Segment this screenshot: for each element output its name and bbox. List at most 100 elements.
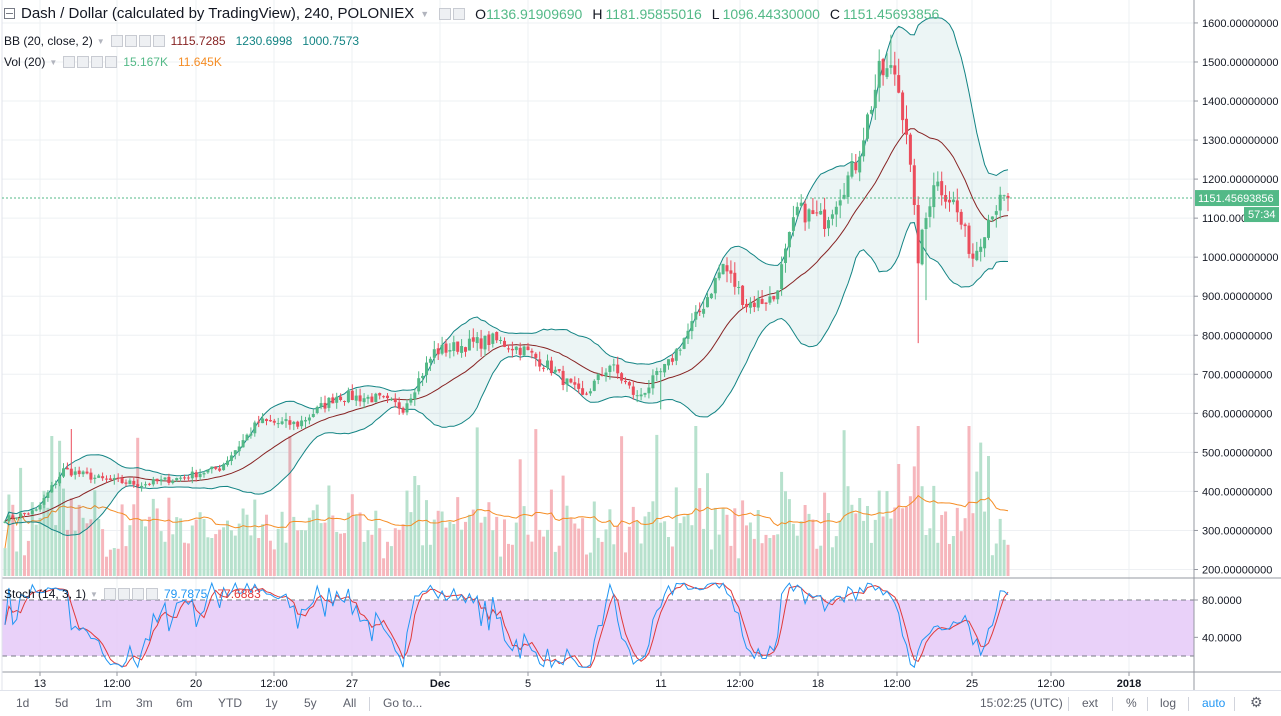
chart-canvas[interactable]: 1600.00000000 1500.00000000 1400.00000000 1… [0,0,1281,690]
volume-bar [858,498,862,576]
close-icon[interactable] [105,56,118,68]
vol-actions[interactable] [63,56,118,68]
stoch-label[interactable]: Stoch (14, 3, 1) [4,587,87,601]
volume-bar [198,512,202,576]
candle-body [120,477,124,483]
candle-body [565,378,569,385]
ohlc-high-value: 1181.95855016 [605,5,702,22]
candle-body [253,422,257,434]
candle-body [116,477,120,479]
volume-bar [565,505,569,576]
volume-bar [452,524,456,576]
volume-bar [167,497,171,576]
volume-bar [588,552,592,576]
bb-label[interactable]: BB (20, close, 2) [4,34,93,48]
candle-body [932,185,936,208]
chevron-down-icon[interactable]: ▼ [49,57,58,67]
candle-body [237,446,241,452]
volume-bar [940,515,944,576]
volume-bar [768,538,772,576]
range-1d-button[interactable]: 1d [16,696,30,710]
vol-legend: Vol (20) ▼ 15.167K 11.645K [4,55,232,69]
candle-body [737,287,741,288]
bb-actions[interactable] [110,35,165,47]
volume-bar [596,537,600,576]
volume-bar [542,536,546,576]
vol-label[interactable]: Vol (20) [4,55,46,69]
close-icon[interactable] [145,588,158,600]
gear-icon[interactable] [453,7,466,20]
candle-body [850,161,854,177]
chevron-down-icon[interactable]: ▼ [420,8,430,19]
volume-bar [592,501,596,576]
candle-body [89,472,93,480]
volume-bar [144,526,147,576]
goto-button[interactable]: Go to... [383,696,423,710]
volume-bar [366,530,370,576]
ohlc-close-value: 1151.45693856 [843,5,940,22]
volume-bar [151,498,155,576]
stoch-actions[interactable] [103,588,158,600]
time-tick-label: 12:00 [260,678,288,690]
volume-bar [253,499,257,576]
range-6m-button[interactable]: 6m [176,696,193,710]
gear-icon[interactable] [117,588,130,600]
eye-icon[interactable] [110,35,123,47]
close-icon[interactable] [152,35,165,47]
candle-body [163,477,167,480]
candle-body [538,359,542,367]
last-price-label: 1151.45693856 [1198,193,1274,205]
candle-body [155,478,159,482]
candle-body [1006,195,1010,199]
gear-icon[interactable] [77,56,90,68]
candle-body [967,225,971,254]
auto-button[interactable]: auto [1202,696,1226,710]
range-ytd-button[interactable]: YTD [218,696,242,710]
more-icon[interactable] [131,588,144,600]
more-icon[interactable] [138,35,151,47]
gear-icon[interactable]: ⚙ [1250,694,1263,710]
symbol-title[interactable]: Dash / Dollar (calculated by TradingView… [21,5,415,22]
range-1y-button[interactable]: 1y [265,696,278,710]
more-icon[interactable] [91,56,104,68]
volume-bar [331,515,335,576]
volume-bar [897,464,901,576]
stoch-tick-label: 80.0000 [1202,595,1242,607]
chevron-down-icon[interactable]: ▼ [90,589,98,599]
volume-bar [323,522,327,576]
range-5d-button[interactable]: 5d [55,696,69,710]
candle-body [994,211,998,215]
percent-button[interactable]: % [1126,696,1137,710]
volume-bar [288,436,292,576]
volume-bar [237,523,241,576]
volume-bar [487,502,491,576]
candle-body [612,364,616,366]
ext-button[interactable]: ext [1082,696,1099,710]
toolbar-divider [369,697,370,711]
volume-bar [214,534,218,576]
symbol-actions[interactable] [439,7,466,20]
range-1m-button[interactable]: 1m [95,696,112,710]
volume-bar [62,488,65,576]
settings-icon[interactable] [439,7,452,20]
candle-body [803,203,807,223]
volume-bar [905,506,908,576]
candle-body [471,337,475,342]
volume-bar [405,490,409,576]
gear-icon[interactable] [124,35,137,47]
range-3m-button[interactable]: 3m [136,696,153,710]
volume-bar [526,534,530,576]
range-all-button[interactable]: All [343,696,357,710]
log-button[interactable]: log [1160,696,1177,710]
stoch-d-value: 77.6883 [217,587,261,601]
collapse-icon[interactable] [4,8,15,19]
eye-icon[interactable] [103,588,116,600]
candle-body [916,205,920,264]
volume-bar [171,534,175,576]
chevron-down-icon[interactable]: ▼ [96,36,105,46]
volume-bar [179,518,183,576]
candle-body [624,380,627,383]
eye-icon[interactable] [63,56,76,68]
range-5y-button[interactable]: 5y [304,696,317,710]
candle-body [229,455,233,461]
